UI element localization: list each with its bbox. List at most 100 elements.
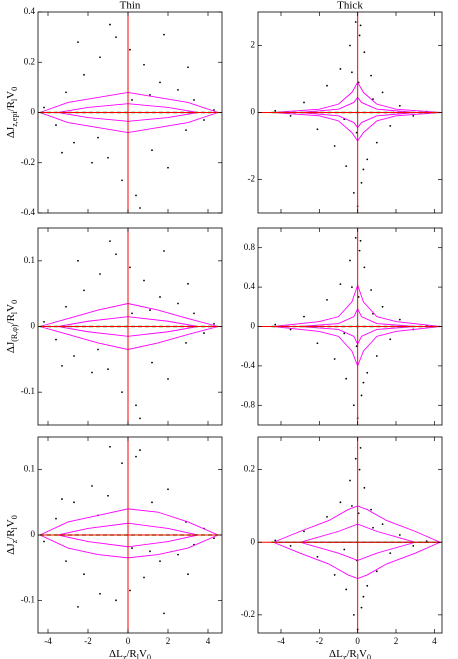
plot-area [258,437,442,633]
label-part: /R [126,648,137,659]
point [339,283,342,286]
point [135,194,137,197]
point [360,606,363,609]
y-tick-label: 0 [251,321,256,331]
point [213,537,215,540]
point [326,84,328,87]
point [187,66,189,69]
label-part: ΔL [329,648,343,659]
point [73,355,75,357]
label-part: l [10,98,19,101]
point [381,91,384,94]
point [372,526,374,529]
y-tick-label: 0.1 [24,255,35,265]
label-part: /R [5,313,17,324]
point [149,94,151,96]
y-tick-label: -0.2 [21,157,35,167]
label-part: (R,φ) [10,324,19,342]
label-part: V [5,91,17,99]
point [398,534,401,536]
point [115,36,117,39]
point [107,368,109,371]
point [193,99,195,101]
y-tick-label: 0 [251,107,256,117]
x-tick-label: -2 [84,636,92,646]
plot-area [38,437,222,633]
y-tick-label: 0.2 [24,56,35,66]
point [370,508,372,511]
point [115,253,117,256]
label-part: 0 [147,653,151,659]
point [129,266,131,269]
y-tick-label: 2 [251,40,256,50]
point [351,71,353,74]
point [65,560,67,563]
plot-area [38,12,222,213]
label-part: ΔL [109,648,123,659]
point [167,378,169,380]
point [398,318,401,321]
x-tick-label: 0 [126,636,131,646]
point [61,498,63,500]
point [129,589,131,592]
point [349,259,351,262]
point [333,358,336,360]
label-part: ΔJ [5,126,17,138]
point [131,547,133,549]
point [185,342,187,344]
point [366,371,369,374]
point [289,544,292,547]
point [412,114,415,117]
point [355,345,358,348]
label-part: 0 [367,653,371,659]
point [163,612,165,615]
point [65,91,67,94]
point [83,73,85,76]
point [339,501,342,504]
point [358,249,361,252]
point [352,192,355,194]
point [389,338,392,341]
point [354,21,357,23]
x-tick-label: -4 [277,636,285,646]
y-tick-label: 0.1 [24,464,35,474]
point [349,479,351,482]
y-tick-label: -0.1 [21,386,35,396]
point [358,468,361,471]
point [83,289,85,292]
point [357,296,360,298]
point [99,273,101,275]
point [326,515,328,518]
point [61,365,63,367]
point [139,417,141,420]
y-tick-label: 0 [31,321,36,331]
point [61,151,63,154]
point [375,570,378,573]
point [362,595,365,598]
point [316,342,319,345]
label-part: ΔJ [5,543,17,555]
point [177,88,179,91]
axis-label: ΔLz/RlV0 [109,648,151,659]
point [326,299,328,301]
point [91,371,93,374]
point [274,109,277,112]
point [139,207,141,209]
panel-title: Thin [120,0,141,12]
point [109,23,111,26]
point [375,141,378,144]
point [389,552,392,555]
label-part: /R [346,648,357,659]
label-part: z,epi [10,111,19,127]
y-tick-label: 0.2 [244,464,255,474]
point [135,455,137,458]
y-tick-label: 0 [31,529,36,539]
panel-frame [257,436,443,634]
point [65,305,67,308]
point [73,501,75,504]
point [177,302,179,305]
point [167,166,169,169]
label-part: /R [5,100,17,111]
axis-label: ΔJ(R,φ)/RlV0 [5,300,20,353]
